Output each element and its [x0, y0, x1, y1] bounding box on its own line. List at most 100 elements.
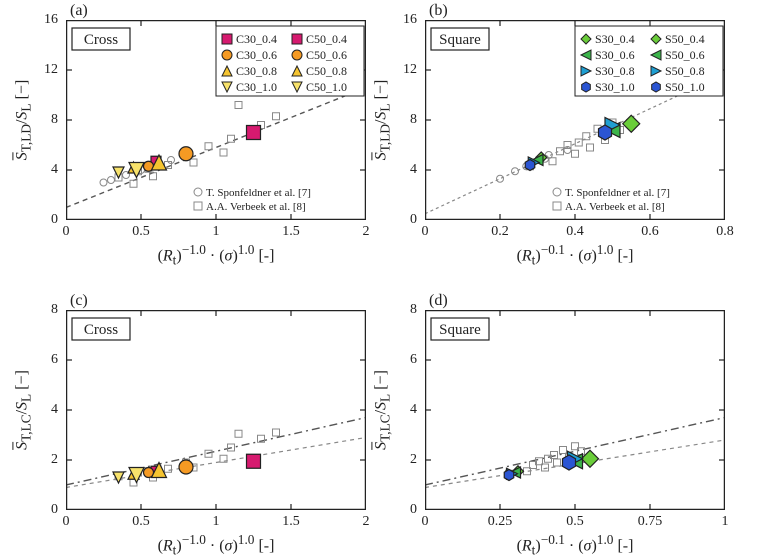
x-tick-label: 0.6: [641, 224, 659, 240]
ref-marker: [273, 429, 280, 436]
x-axis-label: (Rt)−1.0 · (σ)1.0 [-]: [158, 532, 275, 559]
trend-line: [425, 418, 725, 486]
panel-letter-c: (c): [70, 292, 88, 310]
legend-main: C30_0.4C30_0.6C30_0.8C30_1.0C50_0.4C50_0…: [216, 26, 364, 96]
y-tick-label: 0: [410, 212, 417, 228]
ref-marker: [583, 133, 590, 140]
svg-text:C30_0.6: C30_0.6: [236, 48, 277, 62]
svg-text:C50_1.0: C50_1.0: [306, 80, 347, 94]
panel-tag: Cross: [72, 318, 130, 340]
figure-root: { "global": { "dims": {"width": 757, "he…: [0, 0, 757, 560]
ref-marker: [130, 180, 137, 187]
panel-tag: Square: [431, 28, 489, 50]
svg-text:S50_1.0: S50_1.0: [665, 80, 705, 94]
y-tick-label: 0: [51, 502, 58, 518]
svg-text:C50_0.8: C50_0.8: [306, 64, 347, 78]
ref-marker: [108, 177, 115, 184]
y-tick-label: 4: [51, 402, 58, 418]
y-axis-label: ST,LC/SL [−]: [13, 370, 34, 450]
ref-marker: [587, 144, 594, 151]
y-tick-label: 0: [51, 212, 58, 228]
legend-ref: T. Sponfeldner et al. [7] A.A. Verbeek et…: [553, 187, 670, 213]
y-tick-label: 12: [44, 62, 58, 78]
legend-ref: T. Sponfeldner et al. [7] A.A. Verbeek et…: [194, 187, 311, 213]
y-axis-label: ST,LD/SL [−]: [372, 80, 393, 161]
y-tick-label: 8: [51, 302, 58, 318]
data-marker-S50_1.0: [599, 125, 612, 140]
x-tick-label: 0: [63, 224, 70, 240]
x-tick-label: 1: [722, 514, 729, 530]
ref-marker: [497, 175, 504, 182]
x-tick-label: 0.5: [132, 224, 150, 240]
svg-text:S50_0.6: S50_0.6: [665, 48, 705, 62]
svg-text:S30_1.0: S30_1.0: [595, 80, 635, 94]
y-tick-label: 4: [410, 402, 417, 418]
ref-marker: [560, 447, 567, 454]
svg-text:T. Sponfeldner et al. [7]: T. Sponfeldner et al. [7]: [565, 187, 670, 199]
svg-text:C50_0.6: C50_0.6: [306, 48, 347, 62]
svg-text:A.A. Verbeek et al. [8]: A.A. Verbeek et al. [8]: [565, 201, 665, 213]
panel-letter-a: (a): [70, 2, 88, 20]
ref-marker: [220, 149, 227, 156]
panel-tag: Square: [431, 318, 489, 340]
x-axis-label: (Rt)−0.1 · (σ)1.0 [-]: [517, 532, 634, 559]
x-tick-label: 0.25: [488, 514, 513, 530]
ref-marker: [235, 430, 242, 437]
data-marker-C50_0.4: [247, 454, 261, 468]
y-axis-label: ST,LD/SL [−]: [13, 80, 34, 161]
svg-text:Square: Square: [439, 322, 481, 338]
data-marker-C50_0.4: [247, 126, 261, 140]
data-marker-S30_1.0: [525, 160, 535, 171]
svg-text:S50_0.8: S50_0.8: [665, 64, 705, 78]
y-tick-label: 2: [51, 452, 58, 468]
x-tick-label: 0: [63, 514, 70, 530]
data-marker-C50_0.6: [179, 147, 193, 161]
x-tick-label: 0.8: [716, 224, 734, 240]
x-tick-label: 0.5: [566, 514, 584, 530]
x-tick-label: 0: [422, 514, 429, 530]
y-tick-label: 8: [51, 112, 58, 128]
ref-marker: [572, 150, 579, 157]
legend-main: S30_0.4S30_0.6S30_0.8S30_1.0S50_0.4S50_0…: [575, 26, 723, 96]
y-tick-label: 6: [51, 352, 58, 368]
ref-marker: [190, 159, 197, 166]
panel-c: Cross: [66, 310, 366, 510]
y-tick-label: 8: [410, 302, 417, 318]
svg-text:C50_0.4: C50_0.4: [306, 32, 347, 46]
x-tick-label: 2: [363, 224, 370, 240]
x-tick-label: 0.4: [566, 224, 584, 240]
svg-text:S30_0.8: S30_0.8: [595, 64, 635, 78]
y-tick-label: 12: [403, 62, 417, 78]
ref-marker: [273, 113, 280, 120]
y-tick-label: 4: [410, 162, 417, 178]
y-tick-label: 16: [44, 12, 58, 28]
data-marker-C50_0.6: [179, 460, 193, 474]
x-axis-label: (Rt)−0.1 · (σ)1.0 [-]: [517, 242, 634, 269]
svg-text:S30_0.4: S30_0.4: [595, 32, 635, 46]
panel-a: Cross C30_0.4C30_0.6C30_0.8C30_1.0C50_0.…: [66, 20, 366, 220]
x-tick-label: 1: [213, 224, 220, 240]
ref-marker: [165, 465, 172, 472]
ref-marker: [554, 459, 561, 466]
svg-text:T. Sponfeldner et al. [7]: T. Sponfeldner et al. [7]: [206, 187, 311, 199]
panel-letter-d: (d): [429, 292, 448, 310]
svg-text:C30_1.0: C30_1.0: [236, 80, 277, 94]
svg-text:C30_0.4: C30_0.4: [236, 32, 277, 46]
x-tick-label: 1.5: [282, 224, 300, 240]
trend-line: [66, 438, 366, 488]
svg-text:A.A. Verbeek et al. [8]: A.A. Verbeek et al. [8]: [206, 201, 306, 213]
panel-b: Square S30_0.4S30_0.6S30_0.8S30_1.0S50_0…: [425, 20, 725, 220]
trend-line: [66, 418, 366, 486]
y-tick-label: 4: [51, 162, 58, 178]
y-tick-label: 8: [410, 112, 417, 128]
svg-text:S50_0.4: S50_0.4: [665, 32, 705, 46]
y-axis-label: ST,LC/SL [−]: [372, 370, 393, 450]
svg-text:Square: Square: [439, 32, 481, 48]
x-axis-label: (Rt)−1.0 · (σ)1.0 [-]: [158, 242, 275, 269]
x-tick-label: 1.5: [282, 514, 300, 530]
panel-tag: Cross: [72, 28, 130, 50]
x-tick-label: 0.2: [491, 224, 509, 240]
panel-letter-b: (b): [429, 2, 448, 20]
y-tick-label: 0: [410, 502, 417, 518]
ref-marker: [205, 143, 212, 150]
